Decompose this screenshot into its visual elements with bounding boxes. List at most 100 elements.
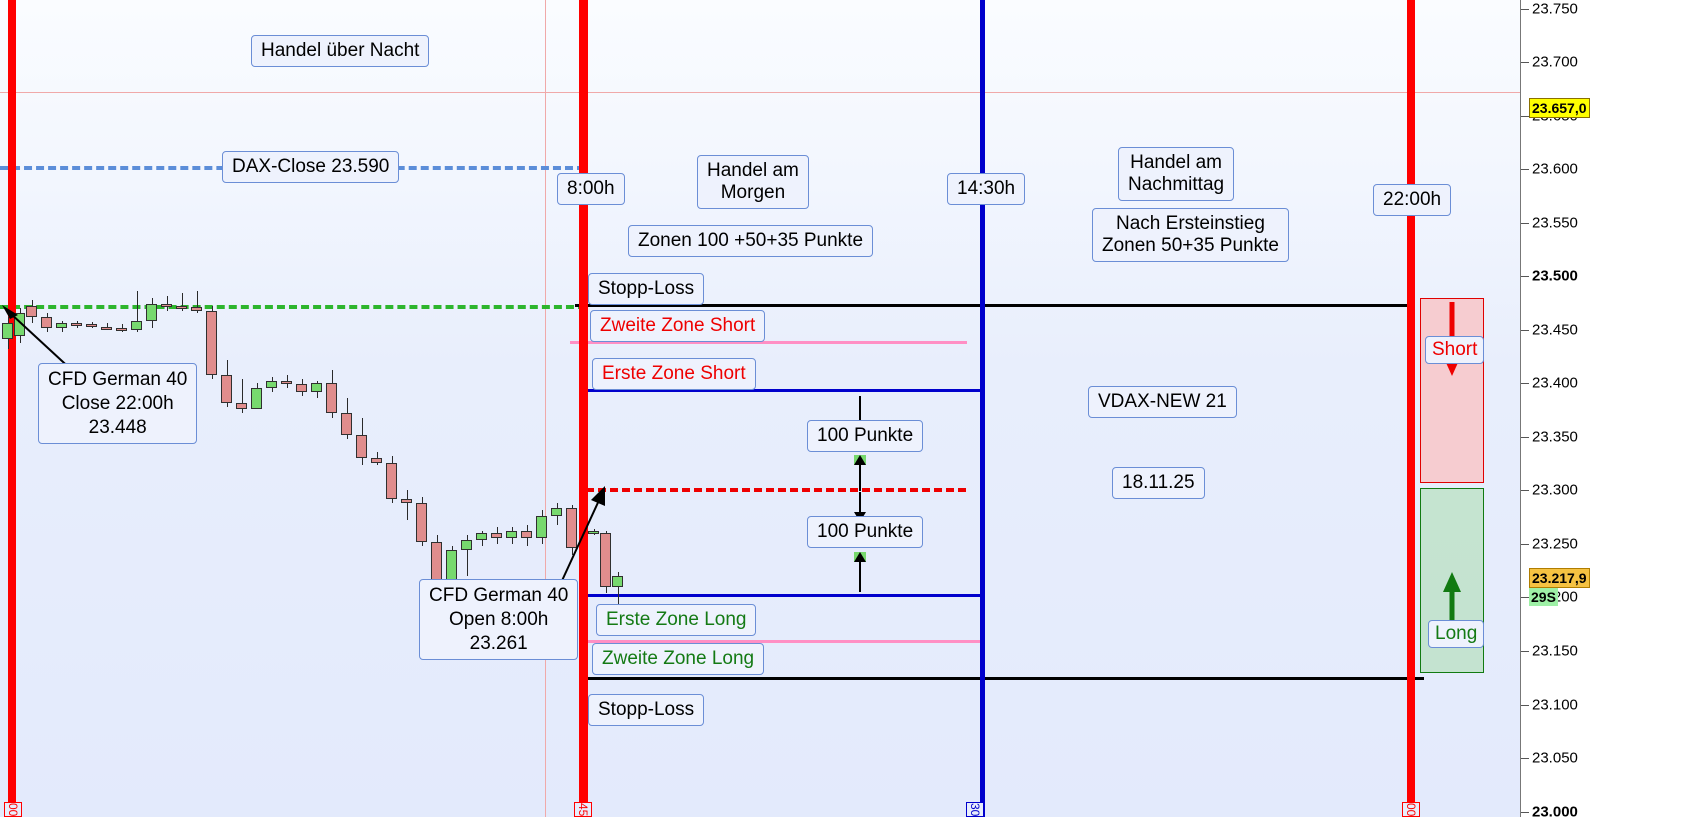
axis-tick-label: 23.050 [1532,749,1578,767]
label-zonen-morgen: Zonen 100 +50+35 Punkte [628,225,874,257]
candle-body [116,327,127,331]
candle-body [281,381,292,385]
candle-body [612,576,623,587]
axis-tick-label: 23.350 [1532,428,1578,446]
candle-wick [181,293,183,311]
axis-tick [1521,169,1529,171]
axis-tick [1521,758,1529,760]
crosshair-horizontal-line [0,92,1520,93]
axis-tick-label: 23.300 [1532,481,1578,499]
candle-body [221,374,232,403]
candle-wick [466,535,468,577]
label-vdax: VDAX-NEW 21 [1088,386,1237,418]
candle-body [236,402,247,410]
label-time-open: 8:00h [557,173,625,205]
candle-body [536,516,547,538]
callout-open-8h: CFD German 40 Open 8:00h 23.261 [419,579,579,661]
candle-body [26,306,37,317]
axis-tick-label: 23.100 [1532,696,1578,714]
callout-close-22h: CFD German 40 Close 22:00h 23.448 [38,363,198,445]
axis-tick [1521,329,1529,331]
label-handel-ueber-nacht: Handel über Nacht [251,35,430,67]
axis-tick-label: 23.000 [1532,803,1578,817]
axis-price-marker-current-high[interactable]: 23.657,0 [1529,98,1590,119]
stopp-loss-short-line [575,304,1410,307]
label-zweite-zone-short: Zweite Zone Short [590,310,766,342]
price-axis[interactable]: 23.75023.70023.65023.60023.55023.50023.4… [1520,0,1687,817]
axis-tick-label: 23.550 [1532,214,1578,232]
axis-tick [1521,436,1529,438]
axis-tick [1521,115,1529,117]
candle-body [206,310,217,375]
chart-plot-area[interactable]: Handel über Nacht DAX-Close 23.590 8:00h… [0,0,1520,817]
label-handel-am-morgen: Handel am Morgen [697,155,809,209]
crosshair-vertical-line [545,0,546,817]
axis-tick [1521,811,1529,813]
candle-body [176,306,187,310]
label-short-tag: Short [1425,336,1485,364]
candle-body [341,413,352,435]
axis-tick [1521,704,1529,706]
candle-wick [617,571,619,607]
label-erste-zone-short: Erste Zone Short [592,358,756,390]
axis-tick [1521,543,1529,545]
candle-body [446,550,457,583]
candle-body [491,533,502,538]
open-8h-line [579,0,588,817]
candle-body [521,531,532,538]
candle-body [416,503,427,542]
candle-wick [196,291,198,313]
axis-tick-label: 23.500 [1532,267,1578,285]
candle-wick [166,295,168,311]
candle-body [146,304,157,322]
axis-tick [1521,222,1529,224]
candlestick-series [0,0,700,817]
axis-tick-label: 23.750 [1532,0,1578,18]
axis-price-marker-current-price[interactable]: 23.217,9 [1529,568,1590,589]
label-date: 18.11.25 [1112,467,1205,499]
candle-body [551,507,562,517]
axis-tick-label: 23.700 [1532,53,1578,71]
axis-tick [1521,490,1529,492]
label-zweite-zone-long: Zweite Zone Long [592,643,765,675]
label-erste-zone-long: Erste Zone Long [596,604,757,636]
label-time-close: 22:00h [1373,184,1452,216]
open-price-line [586,488,966,492]
zweite-zone-long-line [586,640,983,643]
session-start-line [8,0,16,817]
axis-tick-label: 23.250 [1532,535,1578,553]
candle-body [431,541,442,583]
xaxis-tick-0: 00 [4,801,22,817]
label-zonen-nachmittag: Nach Ersteinstieg Zonen 50+35 Punkte [1092,208,1289,262]
label-time-mid: 14:30h [947,173,1026,205]
xaxis-tick-2: 30 [966,801,984,817]
label-dax-close: DAX-Close 23.590 [222,151,400,183]
candle-body [401,498,412,504]
candle-body [251,387,262,410]
candle-body [71,323,82,327]
candle-body [41,316,52,328]
axis-tick-label: 23.600 [1532,160,1578,178]
candle-body [476,533,487,540]
candle-body [371,458,382,463]
label-long-tag: Long [1428,620,1485,648]
label-handel-am-nachmittag: Handel am Nachmittag [1118,147,1235,201]
callout-open-leader [559,486,605,586]
candle-body [14,312,25,337]
close-22h-line [1407,0,1415,817]
candle-wick [136,291,138,332]
axis-tick [1521,383,1529,385]
midday-1430-line [980,0,985,817]
candle-body [161,304,172,308]
candle-body [588,531,599,535]
candle-body [56,323,67,328]
overnight-close-line [0,305,586,309]
axis-price-marker-bid-ask[interactable]: 29S [1529,588,1558,607]
candle-body [311,383,322,392]
candle-body [326,383,337,414]
candle-wick [241,379,243,414]
candle-wick [406,490,408,521]
candle-body [386,462,397,499]
xaxis-tick-3: 00 [1402,801,1420,817]
